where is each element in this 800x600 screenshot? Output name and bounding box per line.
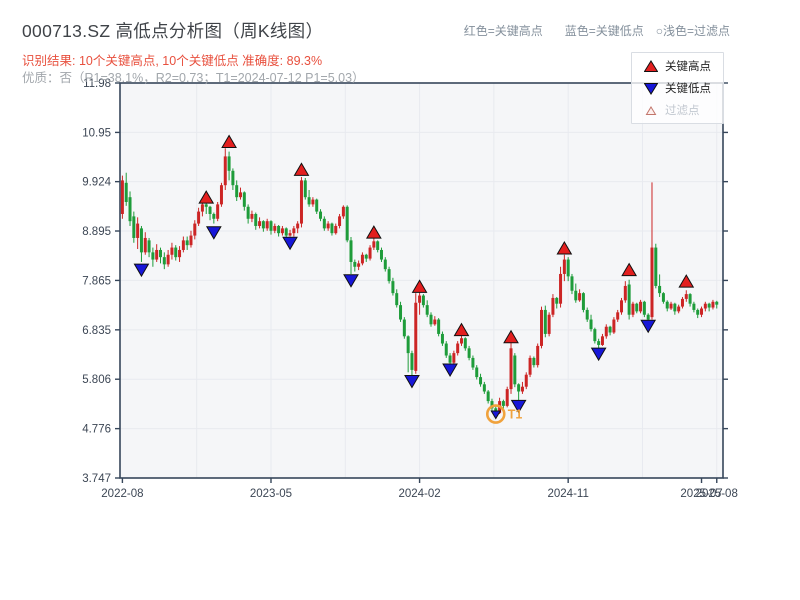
color-key-filtered: ○浅色=过滤点 [655, 24, 730, 38]
y-tick-label: 11.98 [83, 78, 111, 90]
color-key-caption: 红色=关键高点 蓝色=关键低点 ○浅色=过滤点 [464, 22, 730, 39]
key-high-marker [453, 322, 470, 337]
blue-down-triangle-icon [644, 82, 658, 95]
key-high-marker [678, 274, 695, 288]
t1-label: T1 [508, 408, 523, 422]
key-high-marker [221, 134, 237, 148]
key-point-markers [133, 134, 695, 414]
legend-label: 过滤点 [665, 105, 700, 117]
quality-summary-text: 优质：否（R1=38.1%，R2=0.73；T1=2024-07-12 P1=5… [22, 71, 365, 85]
t1-circle-icon [485, 404, 506, 424]
legend: 关键高点 关键低点 过滤点 [631, 52, 724, 124]
key-high-marker [198, 190, 215, 204]
axis-tick-labels: 11.98 10.95 9.924 8.895 7.865 6.835 5.806 4.776… [82, 78, 738, 500]
key-low-marker [133, 263, 150, 278]
color-key-low: 蓝色=关键低点 [564, 24, 644, 38]
key-high-marker [411, 279, 428, 293]
legend-item-filtered: 过滤点 [644, 99, 723, 121]
key-low-marker [404, 374, 420, 389]
key-low-marker [282, 236, 298, 251]
color-key-high: 红色=关键高点 [463, 24, 543, 38]
recognition-result-text: 识别结果: 10个关键高点, 10个关键低点 准确度: 89.3% [22, 54, 323, 68]
x-tick-label: 2025-08 [696, 488, 738, 500]
x-tick-label: 2023-05 [250, 488, 292, 500]
key-low-marker [205, 226, 222, 240]
x-tick-label: 2022-08 [101, 488, 143, 500]
y-tick-label: 5.806 [82, 374, 111, 386]
light-outline-triangle-icon [645, 105, 657, 115]
key-low-marker [640, 319, 657, 334]
x-tick-label: 2024-11 [547, 488, 588, 500]
key-low-marker [343, 274, 359, 288]
legend-label: 关键高点 [665, 61, 711, 73]
legend-item-key-high: 关键高点 [644, 55, 723, 77]
page-title: 000713.SZ 高低点分析图（周K线图） [22, 21, 324, 41]
key-high-marker [621, 262, 638, 277]
red-up-triangle-icon [644, 59, 658, 72]
y-tick-label: 7.865 [82, 275, 111, 287]
key-high-marker [293, 162, 310, 176]
x-tick-label: 2024-02 [398, 488, 440, 500]
y-tick-label: 6.835 [82, 325, 111, 337]
t1-annotation: T1 [485, 404, 523, 424]
key-low-marker [590, 347, 607, 362]
candles-layer [120, 148, 719, 417]
key-high-marker [365, 225, 382, 239]
y-tick-label: 3.747 [82, 473, 111, 485]
y-tick-label: 10.95 [82, 127, 111, 139]
key-high-marker [556, 241, 573, 255]
y-tick-label: 9.924 [82, 177, 111, 189]
filtered-low-marker [490, 410, 502, 420]
key-high-marker [503, 329, 519, 344]
legend-label: 关键低点 [665, 83, 711, 95]
legend-item-key-low: 关键低点 [644, 77, 723, 99]
y-tick-label: 8.895 [82, 226, 111, 238]
y-tick-label: 4.776 [82, 424, 111, 436]
key-low-marker [510, 399, 527, 414]
key-low-marker [442, 363, 458, 377]
x-tick-label: 2025-07 [680, 488, 722, 500]
